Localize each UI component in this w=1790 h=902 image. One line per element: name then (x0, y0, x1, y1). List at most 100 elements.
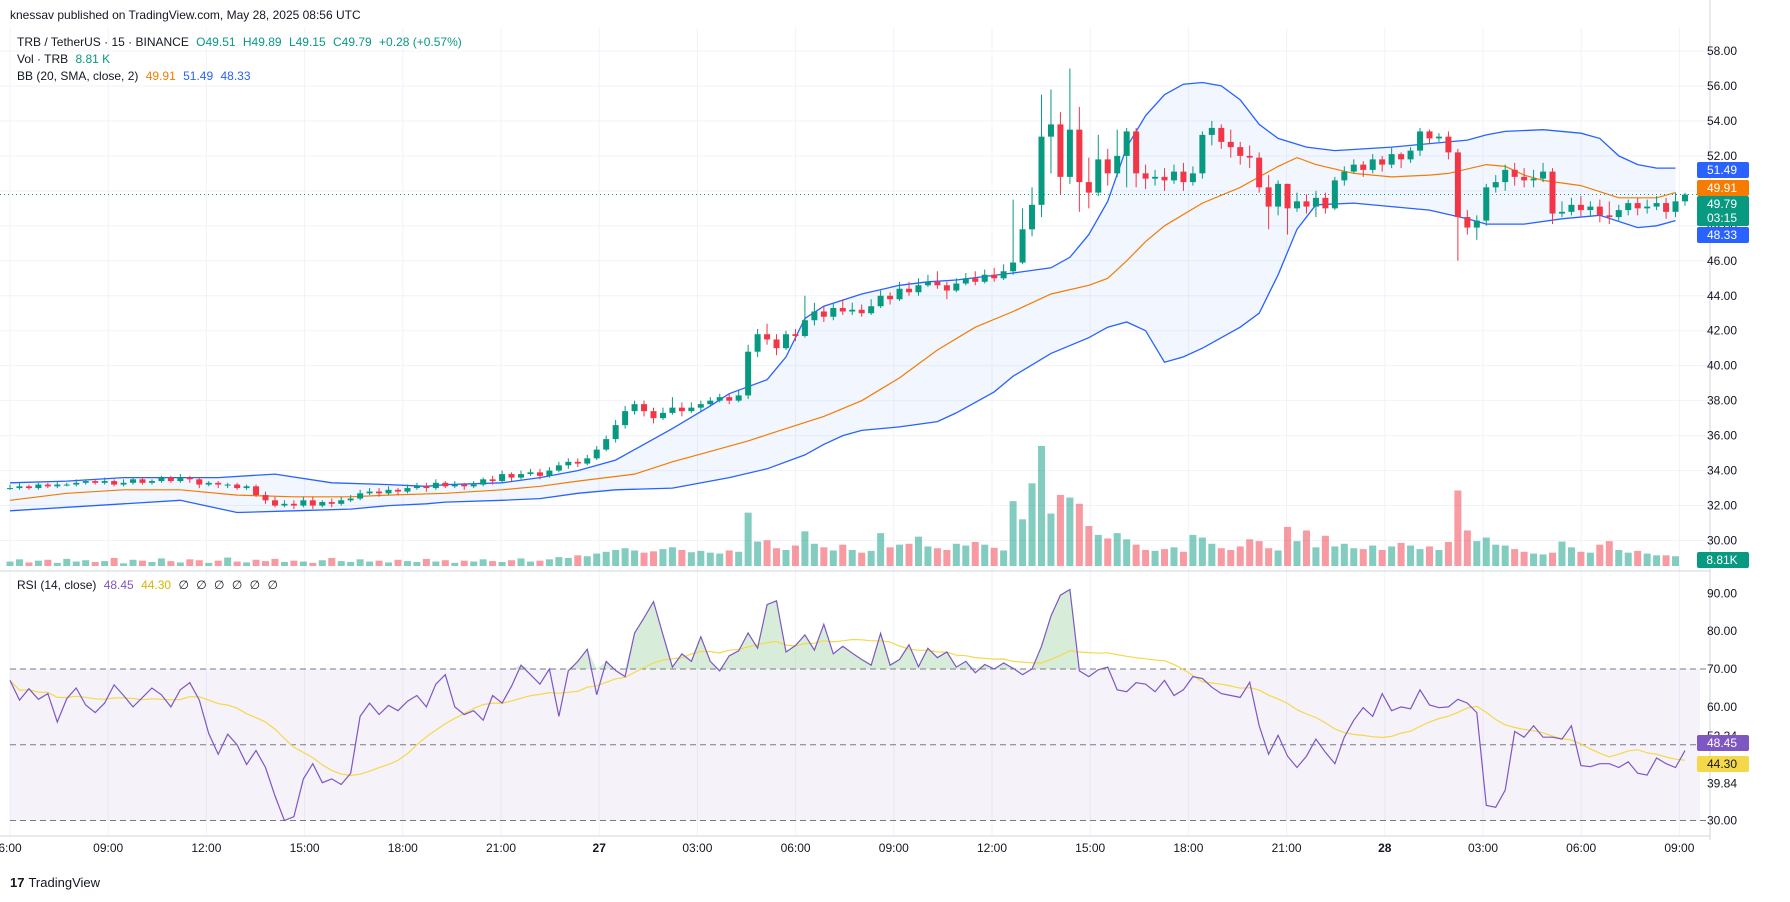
volume-bar (148, 562, 156, 566)
candle-body (338, 500, 345, 504)
candle-body (896, 288, 903, 300)
candle-body (1454, 152, 1461, 218)
rsi-legend[interactable]: RSI (14, close) 48.45 44.30 ∅ ∅ ∅ ∅ ∅ ∅ (17, 578, 282, 592)
volume-bar (243, 562, 251, 566)
candle-body (1473, 220, 1480, 228)
candle-body (726, 397, 733, 401)
volume-bar (1302, 530, 1310, 566)
volume-bar (1198, 537, 1206, 566)
candle-body (432, 482, 439, 489)
volume-bar (1643, 553, 1651, 566)
candle-body (801, 320, 808, 336)
candle-body (1558, 211, 1565, 214)
volume-bar (1170, 547, 1178, 566)
volume-bar (687, 552, 695, 566)
tradingview-branding[interactable]: 17 TradingView (10, 875, 100, 890)
candle-body (376, 491, 383, 494)
candle-body (612, 425, 619, 440)
volume-bar (82, 560, 90, 566)
volume-bar (290, 560, 298, 566)
candle-body (1615, 210, 1622, 218)
price-tick-label: 56.00 (1707, 79, 1737, 93)
candle-body (1530, 178, 1537, 181)
candle-body (423, 486, 430, 489)
candle-body (697, 404, 704, 408)
candle-body (716, 397, 723, 401)
volume-bar (1284, 526, 1292, 566)
price-tick-label: 38.00 (1707, 394, 1737, 408)
volume-legend[interactable]: Vol · TRB 8.81 K (17, 52, 114, 66)
volume-bar (413, 562, 421, 566)
volume-bar (564, 558, 572, 566)
bb-label[interactable]: BB (20, SMA, close, 2) (17, 69, 139, 83)
price-tick-label: 34.00 (1707, 464, 1737, 478)
last-price-badge-label: 49.79 (1707, 197, 1737, 211)
volume-bar (886, 547, 894, 566)
candle-body (536, 472, 543, 476)
candle-body (527, 472, 534, 475)
candle-body (120, 482, 127, 485)
volume-bar (1444, 542, 1452, 566)
candle-body (16, 486, 23, 489)
candle-body (328, 502, 335, 504)
volume-bar (1047, 513, 1055, 566)
price-tick-label: 42.00 (1707, 324, 1737, 338)
candle-body (394, 489, 401, 492)
candle-body (1625, 203, 1632, 211)
candle-body (1123, 131, 1130, 156)
volume-bar (1530, 553, 1538, 566)
rsi-ma-line (9, 638, 1686, 777)
price-tick-label: 44.00 (1707, 289, 1737, 303)
candle-body (877, 295, 884, 307)
volume-bar (1161, 549, 1169, 566)
rsi-extra-value: ∅ (249, 578, 261, 592)
volume-bar (53, 562, 61, 566)
candle-body (1521, 176, 1528, 181)
volume-bar (640, 552, 648, 566)
candle-body (1350, 164, 1357, 172)
time-tick-label: 03:00 (682, 841, 712, 855)
volume-bar (318, 560, 326, 566)
volume-bar (829, 550, 837, 566)
candle-body (934, 281, 941, 286)
volume-bar (1350, 548, 1358, 566)
candle-body (92, 481, 99, 483)
rsi-line (9, 588, 1686, 822)
volume-bar (735, 551, 743, 566)
symbol-legend[interactable]: TRB / TetherUS · 15 · BINANCE O49.51 H49… (17, 35, 466, 49)
candle-body (1312, 197, 1319, 207)
bb-legend[interactable]: BB (20, SMA, close, 2) 49.91 51.49 48.33 (17, 69, 255, 83)
time-tick-label: 06:00 (781, 841, 811, 855)
volume-bar (1369, 545, 1377, 566)
candle-body (1398, 154, 1405, 160)
candle-body (1029, 204, 1036, 230)
volume-bar (839, 544, 847, 566)
candle-body (196, 479, 203, 485)
volume-bar (706, 552, 714, 566)
low-value: L49.15 (288, 35, 326, 49)
candle-body (215, 482, 222, 485)
rsi-label[interactable]: RSI (14, close) (17, 578, 97, 592)
volume-bar (1075, 503, 1083, 566)
symbol-name[interactable]: TRB / TetherUS · 15 · BINANCE (17, 35, 189, 49)
candle-body (1587, 206, 1594, 211)
time-tick-label: 21:00 (486, 841, 516, 855)
candle-body (622, 411, 629, 426)
candle-body (1152, 176, 1159, 179)
rsi-tick-label: 70.00 (1707, 662, 1737, 676)
candle-body (754, 334, 761, 352)
candle-body (953, 283, 960, 291)
volume-bar (1378, 550, 1386, 566)
candle-body (54, 484, 61, 487)
candle-body (385, 489, 392, 494)
volume-label[interactable]: Vol · TRB (17, 52, 69, 66)
volume-bar (1208, 543, 1216, 566)
candle-body (574, 461, 581, 464)
volume-bar (1151, 550, 1159, 566)
volume-bar (1397, 542, 1405, 566)
candle-body (1010, 262, 1017, 272)
candle-body (1199, 134, 1206, 174)
upper-band-badge-bg (1697, 162, 1749, 178)
candle-body (148, 481, 155, 483)
